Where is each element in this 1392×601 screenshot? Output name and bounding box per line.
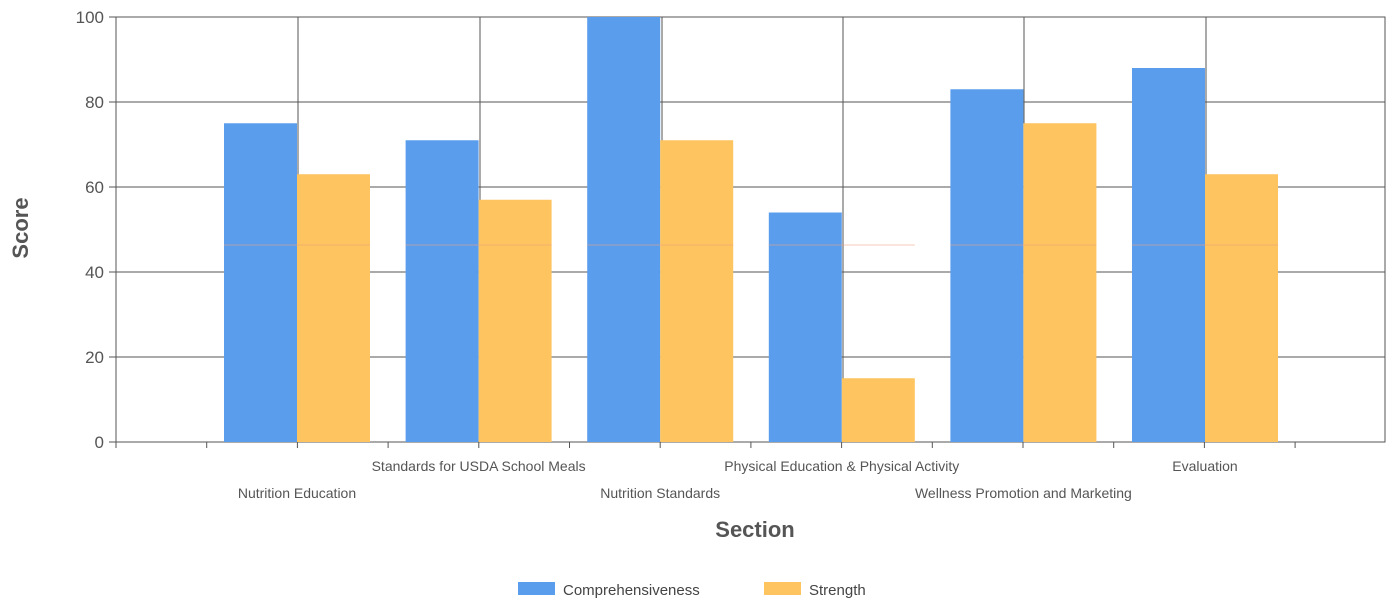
x-category-label: Nutrition Standards <box>600 485 720 501</box>
bar-comprehensiveness <box>405 140 479 442</box>
bar-strength <box>1205 174 1278 442</box>
legend-label: Strength <box>809 582 866 599</box>
bars <box>224 17 1278 442</box>
axes: 0 20 40 60 80 100 Nutrition Education Standards… <box>76 8 1296 501</box>
bar-comprehensiveness <box>768 212 842 442</box>
y-tick-label: 100 <box>76 8 104 27</box>
legend: Comprehensiveness Strength <box>518 582 866 599</box>
x-axis-title: Section <box>715 517 794 542</box>
x-category-label: Evaluation <box>1172 458 1237 474</box>
bar-strength <box>1023 123 1097 442</box>
y-tick-label: 0 <box>95 433 104 452</box>
x-category-label: Physical Education & Physical Activity <box>724 458 959 474</box>
y-tick-label: 60 <box>85 178 104 197</box>
bar-comprehensiveness <box>950 89 1024 442</box>
y-tick-label: 20 <box>85 348 104 367</box>
bar-strength <box>297 174 370 442</box>
x-category-label: Wellness Promotion and Marketing <box>915 485 1132 501</box>
legend-swatch-strength <box>764 582 801 595</box>
bar-strength <box>841 378 915 442</box>
legend-label: Comprehensiveness <box>563 582 700 599</box>
bar-comprehensiveness <box>224 123 297 442</box>
y-tick-label: 80 <box>85 93 104 112</box>
bar-comprehensiveness <box>1132 68 1205 442</box>
bar-strength <box>478 199 552 442</box>
x-category-label: Nutrition Education <box>238 485 356 501</box>
legend-swatch-comprehensiveness <box>518 582 555 595</box>
y-axis-title: Score <box>8 197 33 258</box>
bar-strength <box>660 140 734 442</box>
bar-comprehensiveness <box>587 17 661 442</box>
x-category-label: Standards for USDA School Meals <box>372 458 586 474</box>
y-tick-label: 40 <box>85 263 104 282</box>
